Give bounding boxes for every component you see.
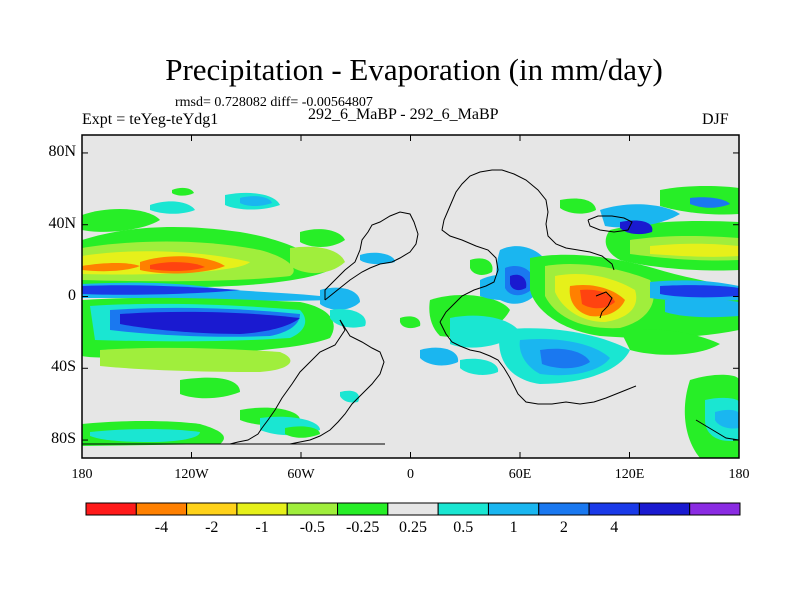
y-tick-label: 80N	[48, 142, 76, 160]
coastline-southern-africa	[439, 321, 637, 405]
field-patch	[620, 220, 653, 235]
field-patch	[560, 198, 596, 214]
x-tick-label: 60E	[508, 467, 532, 482]
field-patch	[420, 347, 459, 366]
colorbar-swatch	[689, 502, 741, 516]
colorbar-swatch	[85, 502, 137, 516]
coastline-eurasia-africa	[439, 169, 615, 323]
colorbar-swatch	[437, 502, 489, 516]
colorbar-swatch	[286, 502, 339, 516]
field-patch	[180, 377, 240, 399]
colorbar-swatch	[186, 502, 238, 516]
field-patch	[82, 263, 140, 272]
field-patch	[82, 208, 160, 232]
field-patch	[690, 197, 730, 208]
colorbar-swatch	[588, 502, 640, 516]
field-patch	[510, 274, 527, 291]
colorbar-label: 0.25	[399, 519, 427, 536]
field-patch	[172, 187, 194, 196]
colorbar-swatch	[236, 502, 288, 516]
stats-text: rmsd= 0.728082 diff= -0.00564807	[175, 95, 373, 110]
coastline-south-america-west	[229, 319, 346, 445]
colorbar-label: 2	[559, 519, 568, 536]
field-patch	[665, 299, 739, 318]
field-patch	[120, 311, 300, 334]
colorbar-swatch	[538, 502, 590, 516]
field-patch	[150, 201, 195, 214]
colorbar-label: 4	[610, 519, 619, 536]
x-tick-label: 180	[71, 467, 93, 482]
colorbar-label: -2	[205, 519, 219, 536]
x-tick-label: 120E	[614, 467, 645, 482]
field-patch	[580, 289, 615, 309]
colorbar-swatch	[387, 502, 439, 516]
experiment-label: Expt = teYeg-teYdg1	[82, 111, 219, 128]
field-patch	[650, 243, 739, 257]
x-tick-label: 180	[728, 467, 750, 482]
field-patch	[715, 409, 739, 429]
coastline	[82, 169, 739, 445]
coastline-japan	[587, 215, 633, 233]
field-patch	[290, 246, 345, 274]
colorbar	[85, 502, 741, 516]
map-field	[82, 135, 739, 458]
field-patch	[285, 426, 320, 438]
field-patch	[240, 196, 272, 207]
y-tick-label: 40S	[51, 358, 76, 376]
x-tick-label: 60W	[287, 467, 315, 482]
field-patch	[100, 347, 291, 372]
colorbar-label: -0.5	[299, 519, 326, 536]
field-patch	[90, 429, 200, 442]
colorbar-label: -4	[154, 519, 169, 536]
field-patch	[540, 348, 590, 369]
comparison-label: 292_6_MaBP - 292_6_MaBP	[308, 106, 499, 123]
colorbar-swatch	[487, 502, 540, 516]
field-patch	[320, 287, 360, 310]
field-patch	[620, 328, 720, 355]
field-patch	[300, 229, 345, 247]
field-patch	[360, 252, 395, 265]
colorbar-swatch	[638, 502, 691, 516]
y-tick-label: 40N	[48, 214, 76, 232]
coastline-antarctica-east	[695, 419, 739, 441]
coastline-north-america	[324, 211, 419, 301]
coastline-island	[595, 291, 613, 319]
coastline-south-america-east	[289, 319, 385, 445]
colorbar-label: -1	[255, 519, 269, 536]
axis-ticks	[81, 135, 740, 458]
colorbar-label: 0.5	[453, 519, 474, 536]
field-patch	[82, 285, 240, 295]
field-patch	[600, 204, 680, 228]
field-patch	[330, 308, 366, 328]
field-patch	[470, 258, 493, 275]
y-tick-label: 80S	[51, 430, 76, 448]
field-patch	[150, 262, 205, 272]
colorbar-label: 1	[509, 519, 518, 536]
x-tick-label: 120W	[174, 467, 209, 482]
y-tick-label: 0	[68, 286, 76, 304]
field-patch	[340, 390, 360, 403]
season-label: DJF	[702, 111, 729, 128]
field-patch	[660, 285, 739, 298]
page-title: Precipitation - Evaporation (in mm/day)	[165, 52, 663, 87]
colorbar-swatch	[135, 502, 188, 516]
field-patch	[400, 316, 421, 329]
colorbar-label: -0.25	[346, 519, 380, 536]
colorbar-swatch	[337, 502, 389, 516]
field-patch	[460, 358, 499, 375]
x-tick-label: 0	[407, 467, 414, 482]
